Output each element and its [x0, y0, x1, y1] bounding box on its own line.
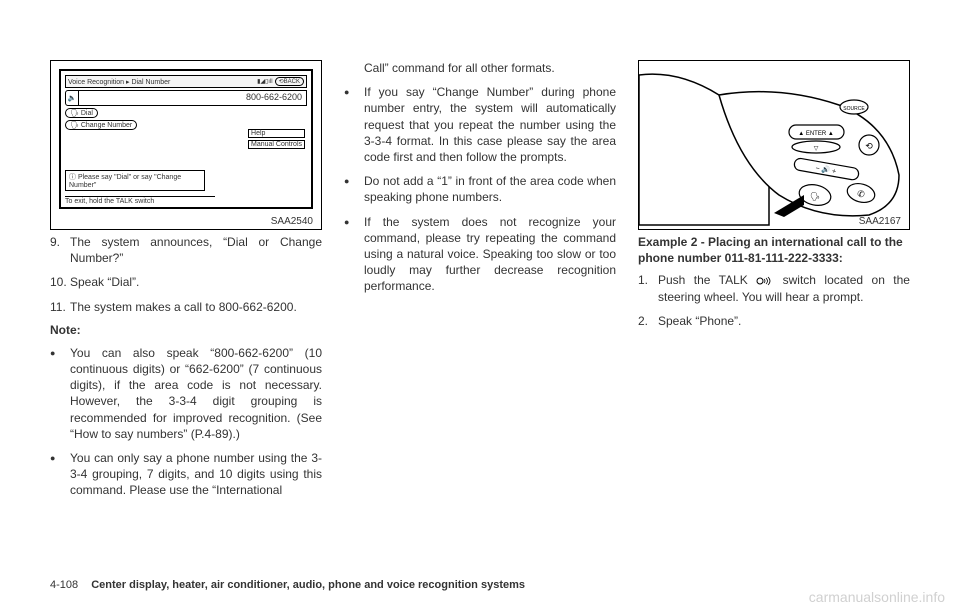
option-dial: 🗣 Dial [65, 108, 98, 118]
column-2: Call” command for all other formats. ● I… [344, 60, 616, 540]
bullet-marker: ● [50, 345, 70, 442]
continuation-text: Call” command for all other formats. [344, 60, 616, 76]
bullet-marker: ● [344, 84, 364, 165]
step-11: 11. The system makes a call to 800-662-6… [50, 299, 322, 315]
svg-text:🗣: 🗣 [810, 192, 820, 201]
speaker-icon: 🔈 [65, 90, 79, 106]
step-num: 11. [50, 299, 70, 315]
steering-svg: SOURCE ▲ ENTER ▲ ▽ ⟲ − 🔊 + ✆ 🗣 [639, 61, 909, 229]
svg-text:▽: ▽ [814, 146, 819, 152]
bullet-marker: ● [50, 450, 70, 499]
signal-icon: ▮◢▯ıll [257, 78, 273, 85]
step-num: 1. [638, 272, 658, 304]
column-3: SOURCE ▲ ENTER ▲ ▽ ⟲ − 🔊 + ✆ 🗣 SAA2167 E… [638, 60, 910, 540]
svg-text:SOURCE: SOURCE [843, 106, 865, 112]
bullet-text: You can only say a phone number using th… [70, 450, 322, 499]
step-num: 2. [638, 313, 658, 329]
step-1: 1. Push the TALK switch located on the s… [638, 272, 910, 304]
option-change: 🗣 Change Number [65, 120, 137, 130]
bullet-text: You can also speak “800-662-6200” (10 co… [70, 345, 322, 442]
bullet-text: If the system does not recognize your co… [364, 214, 616, 295]
talk-icon [756, 276, 774, 286]
bullet-text: If you say “Change Number” during phone … [364, 84, 616, 165]
figure1-caption: SAA2540 [271, 216, 313, 227]
page-number: 4-108 [50, 579, 78, 591]
column-1: Voice Recognition ▸ Dial Number ▮◢▯ıll ⟲… [50, 60, 322, 540]
bullet-marker: ● [344, 214, 364, 295]
figure-screen: Voice Recognition ▸ Dial Number ▮◢▯ıll ⟲… [59, 69, 313, 209]
bullet-5: ● If the system does not recognize your … [344, 214, 616, 295]
bullet-3: ● If you say “Change Number” during phon… [344, 84, 616, 165]
vr-prompt: ⓘ Please say "Dial" or say "Change Numbe… [65, 170, 205, 191]
step1-a: Push the TALK [658, 273, 756, 287]
vr-exit: To exit, hold the TALK switch [65, 196, 215, 205]
step-2: 2. Speak “Phone”. [638, 313, 910, 329]
footer-title: Center display, heater, air conditioner,… [91, 579, 525, 591]
svg-text:▲ ENTER ▲: ▲ ENTER ▲ [798, 131, 834, 137]
manual-button: Manual Controls [248, 140, 305, 149]
page-columns: Voice Recognition ▸ Dial Number ▮◢▯ıll ⟲… [50, 60, 910, 540]
bullet-1: ● You can also speak “800-662-6200” (10 … [50, 345, 322, 442]
step-text: The system makes a call to 800-662-6200. [70, 299, 322, 315]
vr-header: Voice Recognition ▸ Dial Number ▮◢▯ıll ⟲… [65, 75, 307, 88]
svg-text:⟲: ⟲ [865, 141, 873, 151]
note-label: Note: [50, 323, 322, 337]
step-text: Speak “Dial”. [70, 274, 322, 290]
bullet-text: Do not add a “1” in front of the area co… [364, 173, 616, 205]
bullet-2: ● You can only say a phone number using … [50, 450, 322, 499]
step-text: The system announces, “Dial or Change Nu… [70, 234, 322, 266]
step-num: 10. [50, 274, 70, 290]
example-title: Example 2 - Placing an international cal… [638, 234, 910, 266]
step-text: Push the TALK switch located on the stee… [658, 272, 910, 304]
bullet-4: ● Do not add a “1” in front of the area … [344, 173, 616, 205]
phone-number: 800-662-6200 [79, 90, 307, 106]
step-10: 10. Speak “Dial”. [50, 274, 322, 290]
svg-text:✆: ✆ [857, 189, 865, 199]
figure2-caption: SAA2167 [859, 216, 901, 227]
figure-voice-recognition: Voice Recognition ▸ Dial Number ▮◢▯ıll ⟲… [50, 60, 322, 230]
watermark: carmanualsonline.info [809, 589, 945, 605]
step-9: 9. The system announces, “Dial or Change… [50, 234, 322, 266]
bullet-marker: ● [344, 173, 364, 205]
figure-steering-wheel: SOURCE ▲ ENTER ▲ ▽ ⟲ − 🔊 + ✆ 🗣 SAA2167 [638, 60, 910, 230]
help-button: Help [248, 129, 305, 138]
back-button: ⟲BACK [275, 77, 304, 86]
vr-header-text: Voice Recognition ▸ Dial Number [68, 78, 257, 86]
step-text: Speak “Phone”. [658, 313, 910, 329]
step-num: 9. [50, 234, 70, 266]
page-footer: 4-108 Center display, heater, air condit… [50, 579, 525, 591]
